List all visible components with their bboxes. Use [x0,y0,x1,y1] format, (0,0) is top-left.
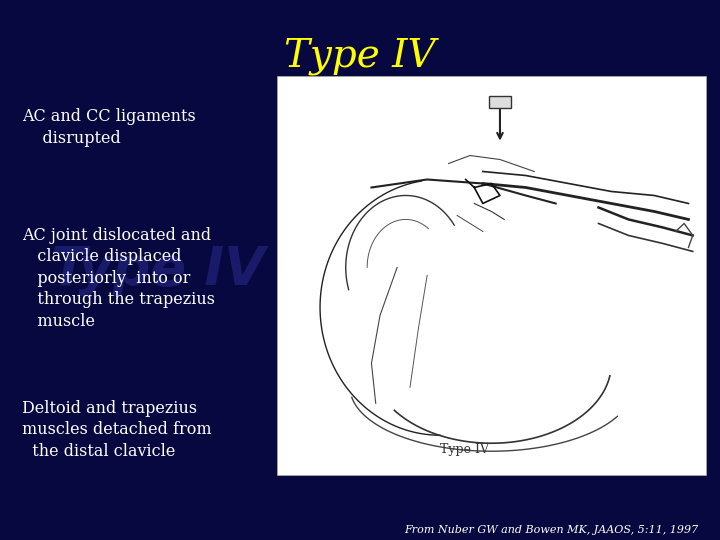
Text: Deltoid and trapezius
muscles detached from
  the distal clavicle: Deltoid and trapezius muscles detached f… [22,400,211,460]
Bar [277,76,706,475]
Text: AC joint dislocated and
   clavicle displaced
   posteriorly  into or
   through: AC joint dislocated and clavicle displac… [22,227,215,330]
Text: Type IV: Type IV [51,244,266,296]
Text: Type IV: Type IV [284,38,436,75]
Bar [490,96,510,109]
Text: AC and CC ligaments
    disrupted: AC and CC ligaments disrupted [22,108,195,146]
Text: Type IV: Type IV [440,443,489,456]
Text: From Nuber GW and Bowen MK, JAAOS, 5:11, 1997: From Nuber GW and Bowen MK, JAAOS, 5:11,… [404,524,698,535]
